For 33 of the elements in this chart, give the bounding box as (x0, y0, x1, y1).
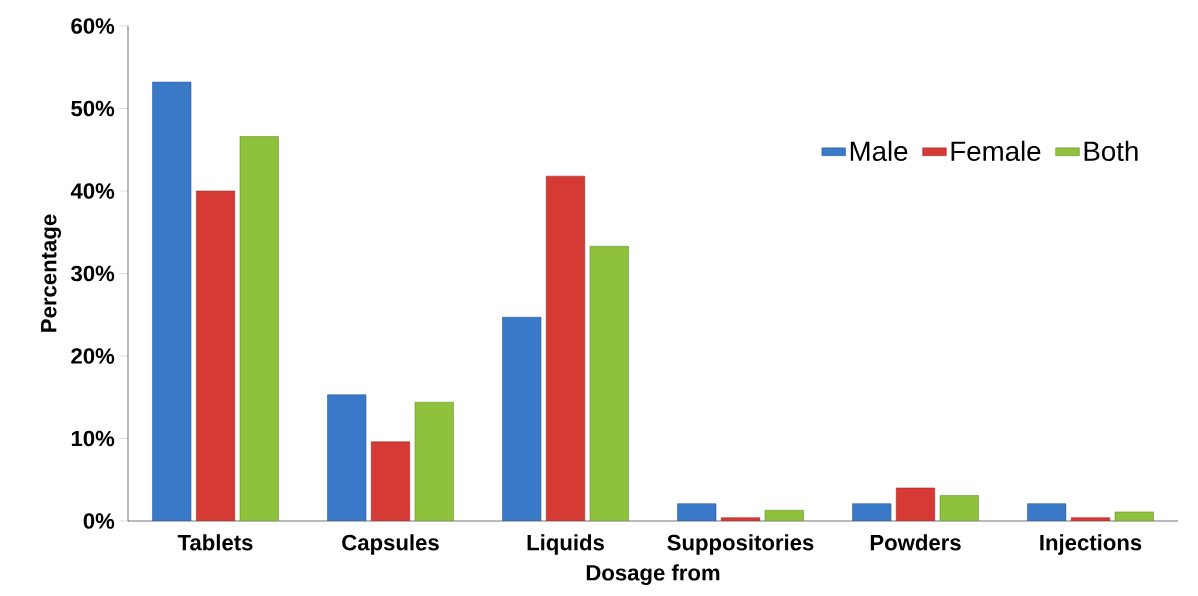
y-tick-label: 20% (71, 348, 115, 364)
bar (502, 316, 542, 521)
bar (152, 81, 192, 521)
x-tick-label: Suppositories (667, 534, 814, 555)
x-tick-label: Injections (1040, 534, 1142, 555)
bar (895, 487, 936, 521)
x-tick-label: Tablets (177, 534, 253, 551)
x-tick-label: Capsules (342, 534, 439, 555)
legend-label: Both (1084, 140, 1138, 162)
bar (414, 401, 454, 521)
y-axis-title: Percentage (41, 214, 61, 332)
y-tick-label: 60% (71, 18, 115, 34)
bar (764, 510, 804, 521)
y-tick-label: 50% (71, 100, 115, 117)
y-tick-label: 30% (71, 265, 115, 282)
bar (545, 175, 586, 521)
x-tick-label: Liquids (527, 534, 604, 555)
bar (1070, 517, 1111, 521)
y-tick-label: 0% (83, 513, 115, 529)
bar (195, 190, 236, 521)
bar (370, 441, 411, 521)
y-tick-label: 40% (70, 183, 115, 199)
bar (239, 136, 279, 521)
legend-label: Male (850, 140, 908, 162)
legend-label: Female (951, 140, 1041, 162)
bar (589, 245, 629, 521)
bar (327, 394, 367, 521)
x-axis-title: Dosage from (586, 564, 720, 586)
bar (720, 517, 761, 521)
y-tick-label: 10% (71, 430, 115, 447)
x-tick-label: Powders (870, 534, 961, 551)
bar (939, 495, 979, 521)
bar (1114, 511, 1154, 521)
